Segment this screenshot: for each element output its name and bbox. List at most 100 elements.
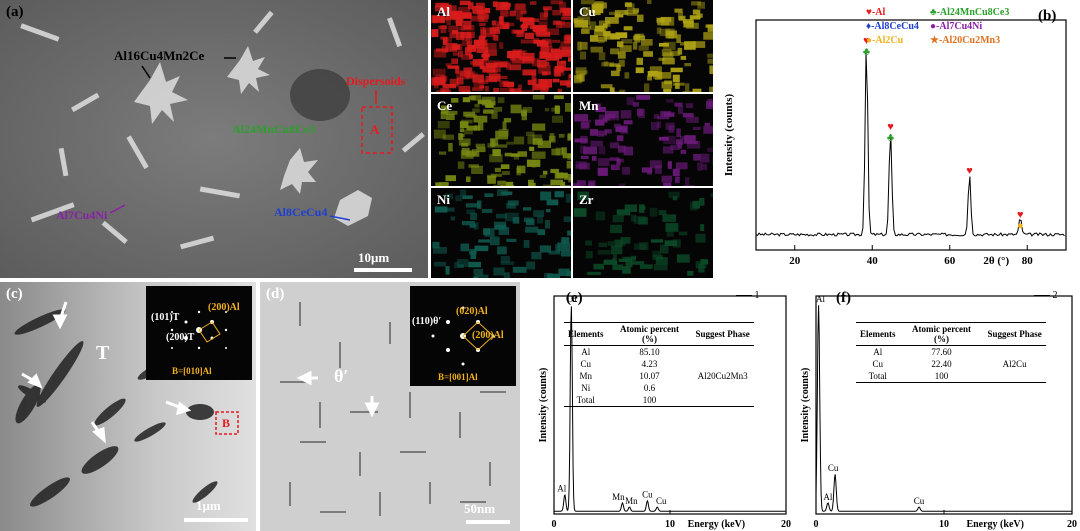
eds-spectrum-line [815,305,1072,512]
sem-image-panel-a: (a) Al16Cu4Mn2Ce Dispersoids A Al24MnCu8… [0,0,428,278]
scalebar-a-label: 10μm [358,250,390,265]
saed-c-zone: B=[010]Al [172,366,212,376]
eds-peak-label: Cu [828,463,839,473]
region-a-label: A [370,122,380,137]
xrd-x-tick-label: 80 [1022,255,1034,267]
xrd-legend-item: ♦-Al8CeCu4 [866,21,919,32]
saed-c-spot-200al: (200)Al [208,302,240,313]
saed-d-zone: B=[001]Al [438,372,478,382]
saed-c-spot-101t: (101)T [151,312,180,323]
region-b-label: B [222,416,231,430]
scalebar-d [466,520,510,524]
eds-map-cu-label: Cu [579,4,596,19]
table-row: Cu 4.23 [580,359,658,369]
eds-map-mn: Mn [573,94,713,186]
eds-peak-label: Cu [656,496,667,506]
scalebar-d-label: 50nm [464,501,496,516]
eds-y-axis-label: Intensity (counts) [538,368,549,443]
eds-map-grid: Al Cu Ce Mn Ni Zr [431,0,713,278]
eds-x-tick-label: 0 [552,519,557,530]
eds-map-ce-label: Ce [437,98,453,113]
phase-label-al7: Al7Cu4Ni [56,208,108,222]
table-row: Ni 0.6 [581,383,656,393]
panel-label-c: (c) [6,286,23,302]
table-row: Cu 22.40 Al2Cu [872,359,1027,369]
eds-map-zr-label: Zr [579,192,594,207]
xrd-peak-marker: ♥ [887,121,894,133]
xrd-pattern-line [755,52,1065,237]
eds-e-legend-label: 1 [754,290,760,301]
eds-spectrum-f: 0 10 20 Intensity (counts) Energy (keV) Al Al C… [800,294,1077,530]
xrd-legend-item: ●-Al2Cu [866,35,904,46]
eds-f-header-phase: Suggest Phase [983,322,1046,346]
scalebar-c-label: 1μm [196,498,221,513]
eds-peak-label: Al [557,484,566,494]
saed-c-spot-200t: (200)T [166,332,195,343]
xrd-x-tick-label: 20 [789,255,801,267]
xrd-x-axis-label: 2θ (°) [983,255,1009,267]
xrd-peak-marker: ♣ [863,46,870,58]
phase-label-al8: Al8CeCu4 [274,205,328,219]
eds-x-axis-label: Energy (keV) [688,519,746,530]
eds-x-tick-label: 0 [814,519,819,530]
tem-panel-c: (c) (200)Al (101)T (200)T B=[010]Al T B … [0,282,256,531]
eds-e-header-atomic: Atomic percent (%) [607,322,692,346]
region-t-label: T [96,342,110,364]
eds-panel-f: 0 10 20 Intensity (counts) Energy (keV) Al Al C… [800,282,1080,531]
eds-x-tick-label: 20 [1067,519,1077,530]
panel-label-d: (d) [266,286,285,302]
panel-label-a: (a) [6,4,24,20]
xrd-legend: ♥-Al ♣-Al24MnCu8Ce3 ♦-Al8CeCu4 ●-Al7Cu4Ni ●-… [866,6,1036,48]
phase-label-al16: Al16Cu4Mn2Ce [114,48,205,63]
xrd-peak-marker: ♣ [887,132,894,144]
table-row: Al 85.10 [581,347,660,357]
xrd-legend-item: ♣-Al24MnCu8Ce3 [930,7,1010,18]
eds-map-ni-label: Ni [437,192,450,207]
xrd-y-axis-label: Intensity (counts) [723,94,735,177]
eds-f-legend-label: 2 [1052,290,1058,301]
xrd-peak-marker: ● [1017,220,1024,232]
sem-microstructure [0,0,428,278]
eds-peak-label: Al [816,294,825,304]
scalebar-c [184,518,248,522]
xrd-peak-marker: ♥ [1017,209,1024,221]
phase-label-dispersoids: Dispersoids [346,74,406,88]
eds-panel-e: 0 10 20 Intensity (counts) Energy (keV) Al Cu M… [524,282,794,531]
xrd-panel-b: 20 40 60 80 Intensity (counts) 2θ (°) ♥ ♣ ♥ ♣ ♥ ♥ ● … [716,0,1080,278]
eds-f-table: Elements Atomic percent (%) Suggest Phase … [856,322,1046,383]
phase-label-al24: Al24MnCu8Ce3 [232,122,316,136]
tem-image-d [260,282,520,531]
table-row: Total 100 [856,370,1046,383]
eds-f-header-elements: Elements [856,322,900,346]
xrd-peak-marker: ♥ [863,35,870,47]
xrd-legend-item: ★-Al20Cu2Mn3 [930,35,1001,46]
panel-label-e: (e) [566,290,583,306]
eds-x-axis-label: Energy (keV) [966,519,1024,530]
eds-e-header-phase: Suggest Phase [691,322,754,346]
eds-e-header-elements: Elements [564,322,608,346]
eds-e-table: Elements Atomic percent (%) Suggest Phase … [564,322,754,407]
region-theta-label: θ′ [334,366,349,386]
eds-spectrum-e: 0 10 20 Intensity (counts) Energy (keV) Al Cu M… [538,294,791,530]
eds-map-al: Al [431,0,571,92]
xrd-peak-marker: ♥ [966,165,973,177]
eds-map-zr: Zr [573,188,713,278]
eds-f-header-atomic: Atomic percent (%) [899,322,984,346]
xrd-frame [755,19,1067,251]
eds-map-ni: Ni [431,188,571,278]
eds-peak-label: Mn [625,496,638,506]
table-row: Al 77.60 [873,347,952,357]
xrd-x-tick-label: 60 [944,255,956,267]
tem-image-c [0,282,256,531]
eds-peak-label: Cu [642,490,653,500]
saed-d-spot-110: (110)θ′ [412,316,442,327]
eds-f-legend: 2 [1034,290,1058,301]
eds-spectrum-line [553,306,786,512]
table-row: Mn 10.07 Al20Cu2Mn3 [579,371,748,381]
region-b-box [215,411,239,435]
eds-peak-label: Cu [566,294,577,304]
tem-panel-d: (d) (020)Al (200)Al (110)θ′ B=[001]Al θ′… [260,282,520,531]
eds-x-tick-label: 10 [939,519,949,530]
saed-d-spot-020al: (020)Al [456,306,488,317]
